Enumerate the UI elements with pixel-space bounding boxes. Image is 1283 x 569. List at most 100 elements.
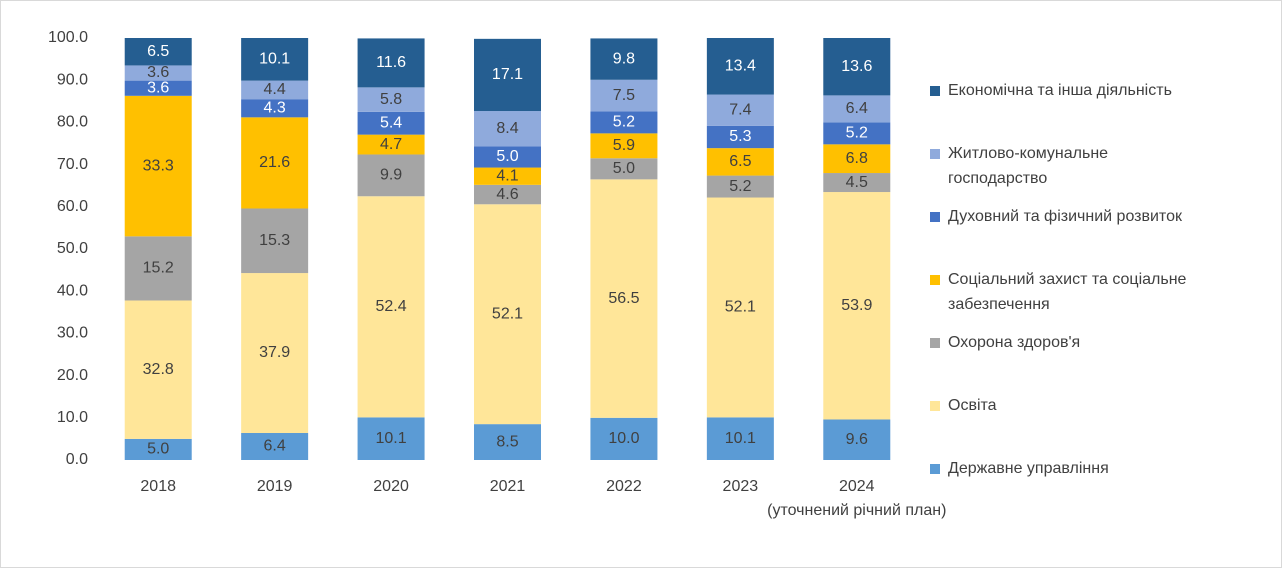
y-tick-label: 70.0 bbox=[57, 156, 88, 173]
value-label: 3.6 bbox=[147, 79, 169, 96]
legend-label: Державне управління bbox=[948, 460, 1109, 477]
bar-segment bbox=[823, 95, 891, 123]
bar-segment bbox=[823, 144, 891, 174]
bar-segment bbox=[357, 134, 425, 155]
x-tick-label: 2019 bbox=[257, 478, 293, 495]
bar-segment bbox=[474, 146, 541, 168]
bar-segment bbox=[706, 125, 774, 149]
value-label: 5.9 bbox=[613, 137, 635, 154]
value-label: 10.0 bbox=[608, 430, 639, 447]
legend-swatch bbox=[930, 149, 940, 159]
bar-segment bbox=[124, 80, 192, 96]
bar-segment bbox=[590, 158, 658, 180]
bar-segment bbox=[823, 38, 891, 96]
value-label: 10.1 bbox=[376, 430, 407, 447]
bar-segment bbox=[706, 175, 774, 198]
value-label: 5.0 bbox=[613, 160, 635, 177]
value-label: 8.5 bbox=[496, 433, 518, 450]
value-label: 7.4 bbox=[729, 101, 751, 118]
value-label: 5.3 bbox=[729, 128, 751, 145]
y-tick-label: 0.0 bbox=[66, 451, 88, 468]
y-tick-label: 40.0 bbox=[57, 282, 88, 299]
bar-segment bbox=[706, 38, 774, 95]
bar-segment bbox=[590, 179, 658, 418]
value-label: 52.1 bbox=[725, 299, 756, 316]
legend-label: Охорона здоров'я bbox=[948, 334, 1080, 351]
bar-segment bbox=[241, 117, 309, 209]
value-label: 5.2 bbox=[846, 125, 868, 142]
y-tick-label: 20.0 bbox=[57, 367, 88, 384]
legend-swatch bbox=[930, 401, 940, 411]
bar-segment bbox=[474, 167, 541, 185]
value-label: 4.1 bbox=[496, 167, 518, 184]
value-label: 13.6 bbox=[841, 58, 872, 75]
value-label: 5.4 bbox=[380, 114, 402, 131]
value-label: 5.2 bbox=[729, 178, 751, 195]
bar-segment bbox=[357, 111, 425, 135]
value-label: 6.8 bbox=[846, 150, 868, 167]
value-label: 15.2 bbox=[143, 260, 174, 277]
value-label: 9.9 bbox=[380, 167, 402, 184]
bar-segment bbox=[706, 148, 774, 176]
value-label: 9.8 bbox=[613, 50, 635, 67]
value-label: 52.1 bbox=[492, 305, 523, 322]
value-label: 52.4 bbox=[376, 298, 407, 315]
legend-label: Освіта bbox=[948, 397, 997, 414]
value-label: 32.8 bbox=[143, 361, 174, 378]
x-tick-label: 2024 (уточнений річний план) bbox=[767, 478, 946, 519]
bar-segment bbox=[357, 417, 425, 460]
legend-swatch bbox=[930, 464, 940, 474]
y-tick-label: 90.0 bbox=[57, 71, 88, 88]
y-tick-label: 50.0 bbox=[57, 240, 88, 257]
value-label: 10.1 bbox=[259, 51, 290, 68]
bar-segment bbox=[706, 417, 774, 460]
value-label: 56.5 bbox=[608, 290, 639, 307]
legend-swatch bbox=[930, 212, 940, 222]
bar-segment bbox=[823, 192, 891, 420]
legend-label: Економічна та інша діяльність bbox=[948, 82, 1172, 99]
bar-segment bbox=[241, 99, 309, 118]
bar-segment bbox=[124, 236, 192, 301]
y-tick-label: 10.0 bbox=[57, 409, 88, 426]
x-tick-label: 2020 bbox=[373, 478, 409, 495]
bar-segment bbox=[590, 79, 658, 112]
value-label: 4.7 bbox=[380, 136, 402, 153]
value-label: 10.1 bbox=[725, 430, 756, 447]
value-label: 7.5 bbox=[613, 87, 635, 104]
value-label: 13.4 bbox=[725, 57, 756, 74]
value-label: 8.4 bbox=[496, 120, 518, 137]
bar-segment bbox=[357, 196, 425, 418]
bar-segment bbox=[357, 87, 425, 112]
bar-segment bbox=[823, 173, 891, 193]
y-tick-label: 30.0 bbox=[57, 325, 88, 342]
bar-segment bbox=[474, 424, 541, 460]
value-label: 5.8 bbox=[380, 91, 402, 108]
value-label: 53.9 bbox=[841, 297, 872, 314]
bar-segment bbox=[124, 38, 192, 66]
bar-segment bbox=[823, 122, 891, 145]
bar-segment bbox=[241, 273, 309, 433]
value-label: 37.9 bbox=[259, 344, 290, 361]
value-label: 11.6 bbox=[376, 54, 406, 71]
legend-label: Соціальний захист та соціальне забезпечен… bbox=[948, 271, 1187, 313]
bar-segment bbox=[706, 197, 774, 418]
bar-segment bbox=[241, 208, 309, 274]
value-label: 3.6 bbox=[147, 64, 169, 81]
legend-swatch bbox=[930, 86, 940, 96]
value-label: 5.0 bbox=[496, 148, 518, 165]
value-label: 4.4 bbox=[264, 81, 286, 98]
y-tick-label: 80.0 bbox=[57, 114, 88, 131]
bar-segment bbox=[124, 95, 192, 237]
y-tick-label: 60.0 bbox=[57, 198, 88, 215]
bar-segment bbox=[124, 65, 192, 81]
x-tick-label: 2022 bbox=[606, 478, 642, 495]
bar-segment bbox=[590, 38, 658, 80]
legend-swatch bbox=[930, 338, 940, 348]
bar-segment bbox=[124, 300, 192, 439]
value-label: 21.6 bbox=[259, 154, 290, 171]
x-tick-label: 2021 bbox=[490, 478, 526, 495]
value-label: 4.5 bbox=[846, 174, 868, 191]
bar-segment bbox=[823, 419, 891, 460]
value-label: 6.5 bbox=[147, 43, 169, 60]
